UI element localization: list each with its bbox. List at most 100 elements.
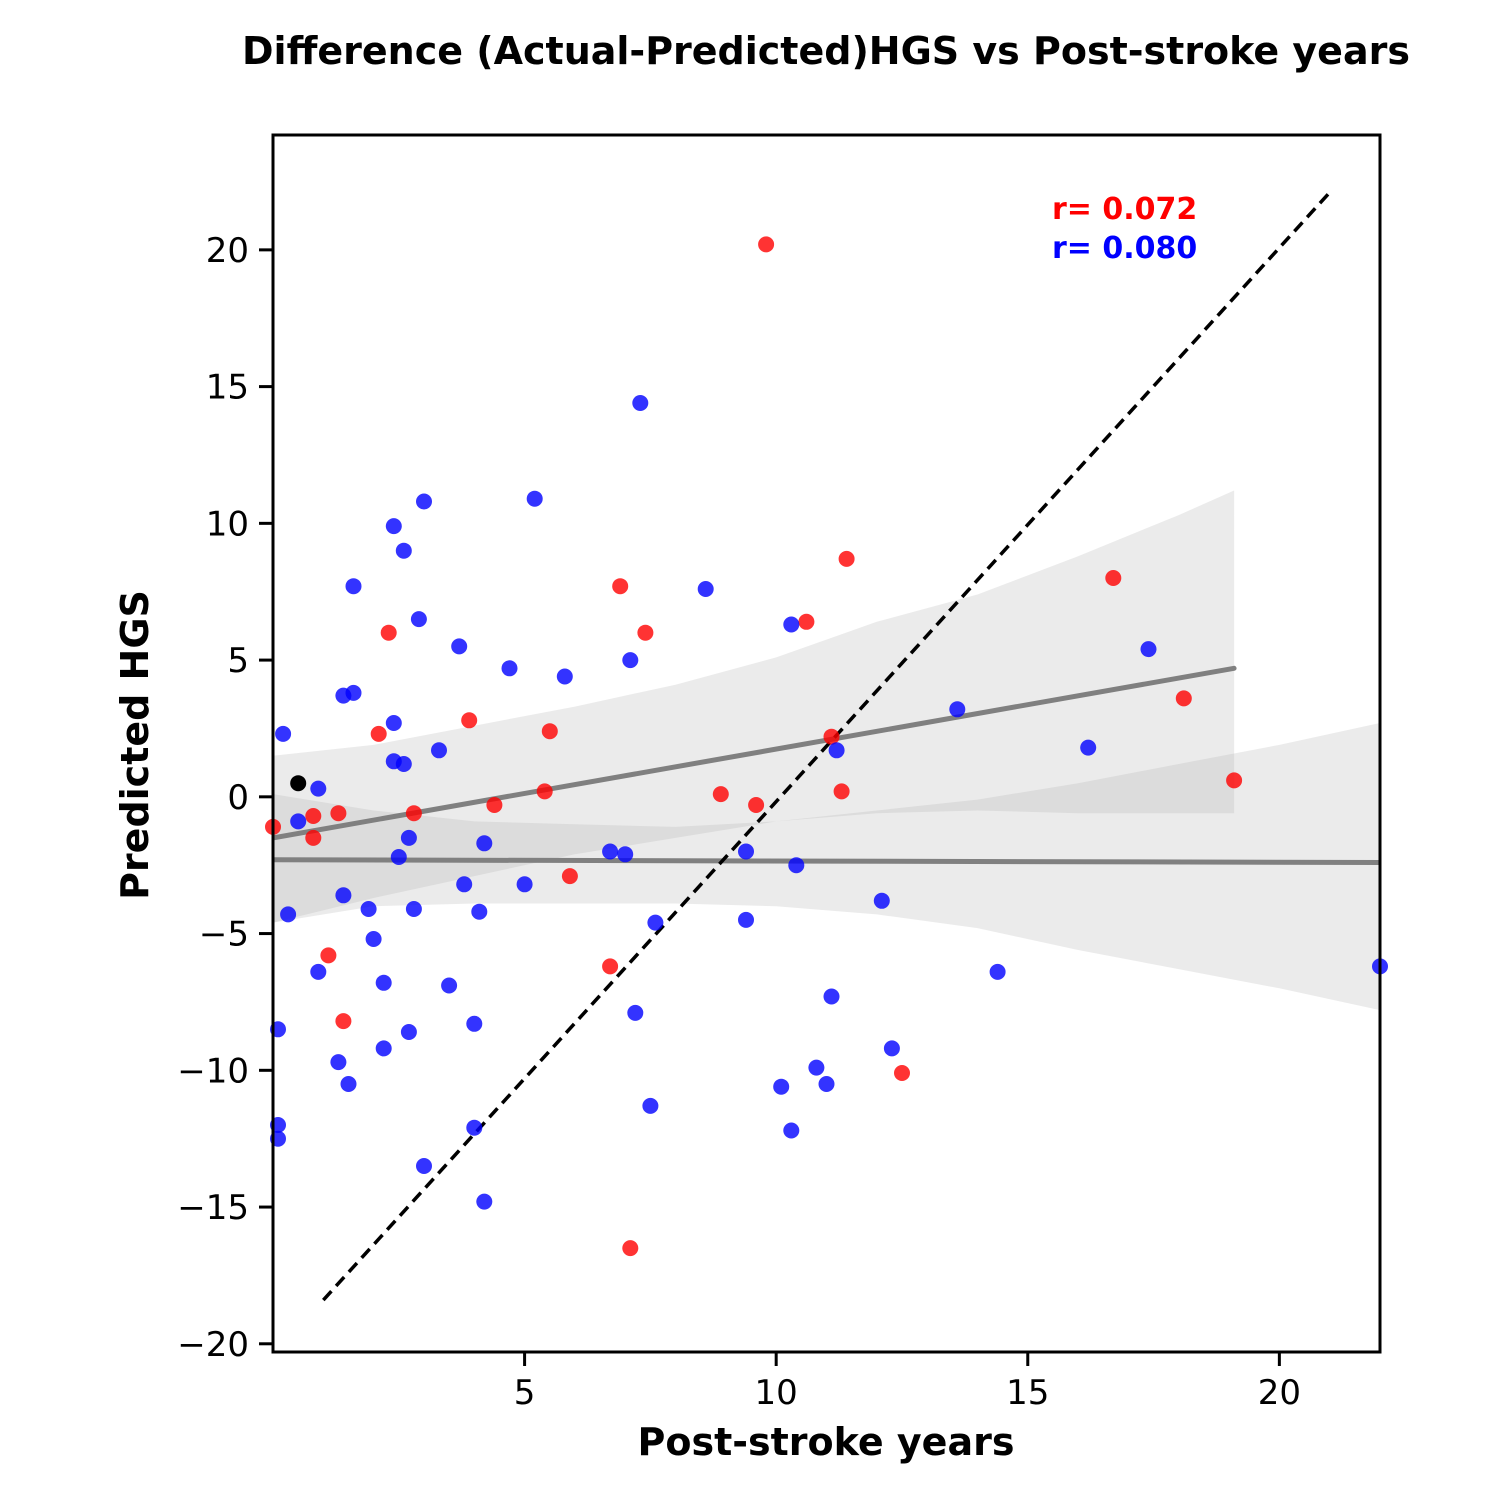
- scatter-point: [541, 723, 558, 740]
- scatter-point: [335, 1013, 352, 1030]
- y-tick-label: 0: [227, 778, 249, 818]
- scatter-point: [622, 1240, 639, 1257]
- scatter-point: [883, 1040, 900, 1057]
- scatter-point: [456, 876, 473, 893]
- scatter-point: [476, 1193, 493, 1210]
- scatter-point: [330, 805, 347, 822]
- scatter-point: [823, 988, 840, 1005]
- scatter-point: [305, 829, 322, 846]
- y-tick-label: −20: [177, 1325, 249, 1365]
- scatter-point: [345, 578, 362, 595]
- scatter-point: [617, 846, 634, 863]
- scatter-point: [788, 857, 805, 874]
- scatter-point: [335, 887, 352, 904]
- scatter-point: [365, 931, 382, 947]
- r-annotation-red: r= 0.072: [1052, 192, 1197, 227]
- scatter-point: [390, 849, 407, 865]
- scatter-point: [416, 493, 432, 510]
- scatter-point: [416, 1158, 432, 1174]
- scatter-point: [712, 786, 729, 803]
- scatter-point: [1105, 570, 1122, 586]
- scatter-point: [280, 906, 297, 923]
- x-tick-label: 10: [755, 1373, 798, 1413]
- scatter-point: [1226, 772, 1243, 789]
- scatter-point: [818, 1076, 835, 1092]
- scatter-point: [370, 725, 387, 742]
- scatter-point: [526, 490, 543, 507]
- scatter-point: [375, 974, 392, 991]
- r-annotation-blue: r= 0.080: [1052, 231, 1197, 266]
- x-tick-label: 20: [1258, 1373, 1301, 1413]
- scatter-point: [748, 797, 765, 813]
- ci-band-0: [273, 490, 1235, 923]
- scatter-point: [476, 835, 493, 852]
- y-tick-label: 20: [206, 231, 249, 271]
- scatter-point: [637, 624, 654, 641]
- scatter-point: [385, 518, 402, 535]
- scatter-point: [833, 783, 850, 800]
- x-tick-label: 15: [1006, 1373, 1049, 1413]
- scatter-point: [642, 1097, 659, 1114]
- regression-line-1: [273, 857, 1380, 865]
- scatter-point: [894, 1065, 910, 1081]
- scatter-point: [290, 775, 307, 792]
- y-tick-label: 15: [206, 368, 249, 408]
- scatter-point: [441, 977, 458, 994]
- scatter-point: [808, 1059, 825, 1076]
- scatter-point: [305, 808, 322, 824]
- scatter-point: [395, 756, 412, 772]
- scatter-point: [949, 701, 966, 718]
- plot-frame: [271, 133, 1382, 1354]
- scatter-point: [697, 581, 714, 597]
- scatter-point: [647, 914, 664, 931]
- scatter-point: [466, 1015, 483, 1032]
- scatter-point: [410, 611, 427, 628]
- scatter-point: [738, 911, 754, 928]
- scatter-point: [622, 652, 639, 669]
- regression-line-0: [273, 665, 1237, 841]
- scatter-point: [360, 901, 377, 917]
- scatter-point: [1080, 739, 1097, 756]
- scatter-point: [405, 805, 422, 822]
- scatter-point: [783, 616, 800, 633]
- scatter-point: [536, 783, 553, 800]
- scatter-point: [340, 1076, 357, 1092]
- y-tick-label: −10: [177, 1051, 249, 1091]
- scatter-point: [556, 668, 573, 685]
- axis-ticks: 5 10 15 20 −20 −15 −10 −5 0 5 10 15 20: [177, 231, 1301, 1413]
- chart-title: Difference (Actual-Predicted)HGS vs Post…: [242, 29, 1410, 73]
- y-axis-label: Predicted HGS: [113, 590, 157, 900]
- scatter-point: [380, 624, 397, 641]
- scatter-point: [461, 712, 478, 729]
- scatter-point: [405, 901, 422, 917]
- scatter-point: [516, 876, 533, 893]
- scatter-point: [275, 725, 292, 742]
- scatter-point: [561, 868, 578, 885]
- scatter-point: [290, 813, 307, 830]
- scatter-point: [486, 797, 503, 813]
- scatter-point: [612, 578, 629, 595]
- scatter-point: [310, 780, 327, 797]
- scatter-point: [758, 236, 775, 253]
- scatter-point: [310, 963, 327, 980]
- scatter-point: [773, 1078, 790, 1095]
- scatter-point: [823, 728, 840, 745]
- y-tick-label: 5: [227, 641, 249, 681]
- scatter-point: [400, 1024, 417, 1040]
- scatter-point: [632, 395, 649, 411]
- scatter-point: [783, 1122, 800, 1139]
- scatter-point: [501, 660, 518, 677]
- scatter-point: [1140, 641, 1157, 658]
- scatter-point: [375, 1040, 392, 1057]
- scatter-point: [400, 829, 417, 846]
- x-axis-label: Post-stroke years: [638, 1420, 1015, 1464]
- scatter-point: [385, 715, 402, 731]
- scatter-point: [828, 742, 845, 759]
- scatter-point: [320, 947, 337, 964]
- x-tick-label: 5: [514, 1373, 536, 1413]
- scatter-point: [431, 742, 447, 759]
- y-tick-label: −5: [199, 915, 249, 955]
- scatter-point: [451, 638, 468, 655]
- scatter-point: [602, 843, 619, 860]
